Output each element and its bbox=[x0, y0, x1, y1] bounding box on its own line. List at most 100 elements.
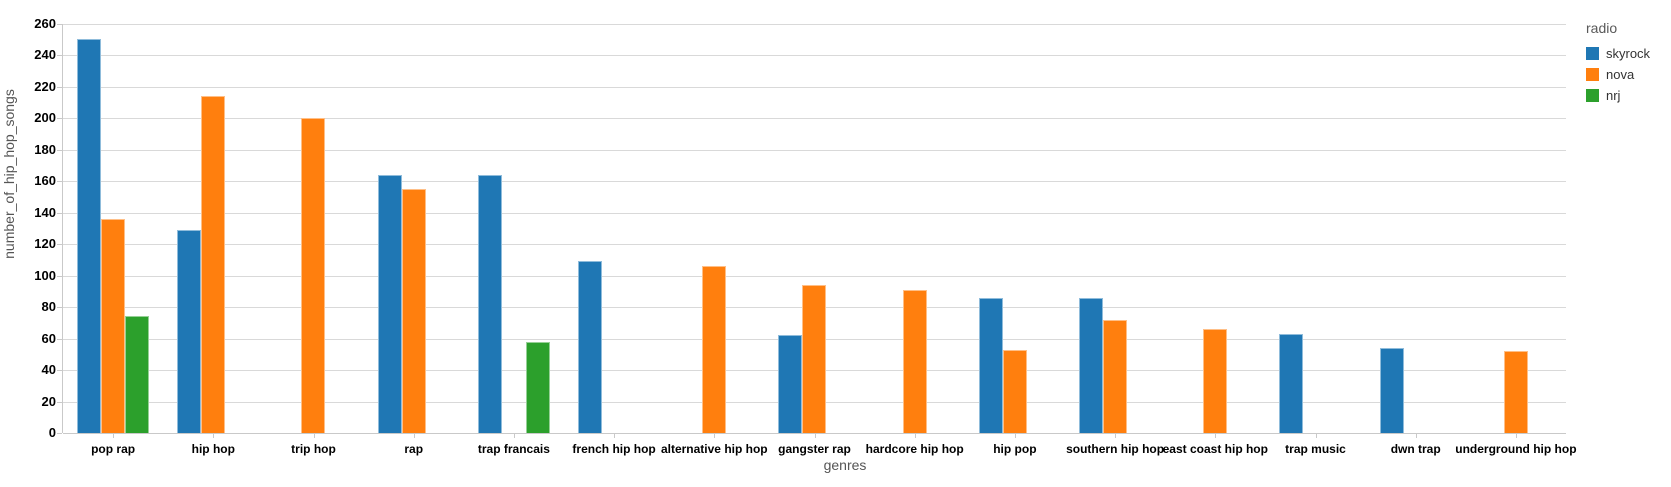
bar-nrj-pop-rap bbox=[125, 316, 150, 433]
x-tick-mark bbox=[614, 433, 616, 438]
x-tick-label: southern hip hop bbox=[1066, 442, 1165, 456]
gridline bbox=[63, 212, 1566, 214]
gridline bbox=[63, 118, 1566, 119]
bar-group-alternative-hip-hop bbox=[664, 24, 764, 433]
bar-nova-hip-pop bbox=[1002, 349, 1027, 433]
y-tick-mark bbox=[57, 307, 62, 308]
bar-skyrock-trap-francais bbox=[477, 174, 502, 433]
gridline bbox=[63, 23, 1566, 25]
bar-group-trap-francais bbox=[464, 24, 564, 433]
legend-title: radio bbox=[1586, 20, 1618, 36]
gridline bbox=[63, 55, 1566, 56]
y-tick-label: 60 bbox=[41, 330, 56, 346]
y-tick-label: 100 bbox=[34, 267, 56, 283]
bar-skyrock-rap bbox=[377, 174, 402, 433]
y-tick-mark bbox=[57, 433, 62, 434]
bar-nova-hardcore-hip-hop bbox=[902, 289, 927, 433]
x-tick-label: rap bbox=[404, 442, 424, 456]
y-tick-label: 20 bbox=[41, 393, 56, 409]
gridline bbox=[63, 149, 1566, 151]
y-tick-label: 80 bbox=[41, 299, 56, 314]
y-tick-label: 220 bbox=[34, 78, 56, 94]
bar-nova-pop-rap bbox=[101, 218, 126, 433]
y-tick-label: 260 bbox=[34, 15, 56, 31]
gridline bbox=[63, 244, 1566, 245]
bar-nova-southern-hip-hop bbox=[1103, 319, 1128, 433]
legend-label: nova bbox=[1606, 67, 1635, 82]
bar-skyrock-hip-hop bbox=[177, 229, 202, 433]
x-tick-label: gangster rap bbox=[778, 442, 851, 456]
x-tick-mark bbox=[413, 433, 415, 438]
x-tick-mark bbox=[714, 433, 716, 438]
y-tick-label: 160 bbox=[34, 173, 56, 188]
gridline bbox=[63, 275, 1566, 277]
bar-group-trap-music bbox=[1265, 24, 1365, 433]
y-tick-mark bbox=[57, 370, 62, 371]
y-tick-label: 120 bbox=[34, 236, 56, 251]
gridline bbox=[63, 86, 1566, 88]
bar-group-trip-hop bbox=[263, 24, 363, 433]
bar-skyrock-dwn-trap bbox=[1379, 347, 1404, 433]
bar-nova-hip-hop bbox=[201, 95, 226, 433]
x-tick-label: east coast hip hop bbox=[1162, 442, 1268, 456]
x-tick-mark bbox=[513, 433, 515, 438]
x-tick-label: pop rap bbox=[91, 442, 136, 456]
x-tick-mark bbox=[814, 433, 816, 438]
bar-nova-trip-hop bbox=[301, 118, 326, 433]
x-tick-label: trip hop bbox=[291, 442, 336, 456]
x-tick-label: trap francais bbox=[477, 442, 550, 456]
bar-group-hip-pop bbox=[965, 24, 1065, 433]
x-tick-label: hip hop bbox=[191, 442, 235, 456]
y-tick-mark bbox=[57, 275, 62, 277]
y-tick-mark bbox=[57, 338, 62, 340]
bar-skyrock-french-hip-hop bbox=[578, 261, 603, 433]
legend-swatch-nova bbox=[1586, 68, 1599, 81]
x-tick-mark bbox=[1315, 433, 1317, 438]
bar-group-french-hip-hop bbox=[564, 24, 664, 433]
x-tick-mark bbox=[914, 433, 916, 438]
bar-nova-east-coast-hip-hop bbox=[1203, 329, 1228, 433]
legend-items: skyrock nova nrj bbox=[1586, 46, 1650, 103]
legend-item-skyrock[interactable]: skyrock bbox=[1586, 46, 1650, 61]
y-tick-mark bbox=[57, 55, 62, 56]
legend-label: nrj bbox=[1606, 88, 1621, 103]
bar-group-dwn-trap bbox=[1366, 24, 1466, 433]
bar-skyrock-hip-pop bbox=[978, 297, 1003, 433]
bar-skyrock-trap-music bbox=[1279, 333, 1304, 433]
bar-group-underground-hip-hop bbox=[1466, 24, 1566, 433]
x-tick-label: dwn trap bbox=[1390, 442, 1441, 456]
x-tick-mark bbox=[1415, 433, 1417, 438]
legend-item-nova[interactable]: nova bbox=[1586, 67, 1650, 82]
bar-skyrock-pop-rap bbox=[77, 39, 102, 433]
y-tick-label: 0 bbox=[48, 425, 56, 440]
bar-nova-gangster-rap bbox=[802, 284, 827, 433]
legend: radio skyrock nova nrj bbox=[1586, 20, 1650, 109]
y-tick-mark bbox=[57, 149, 62, 151]
x-tick-label: hip pop bbox=[993, 442, 1037, 456]
y-tick-mark bbox=[57, 212, 62, 214]
legend-item-nrj[interactable]: nrj bbox=[1586, 88, 1650, 103]
x-tick-mark bbox=[1115, 433, 1117, 438]
x-tick-label: alternative hip hop bbox=[660, 442, 768, 456]
y-tick-label: 200 bbox=[34, 110, 56, 125]
bar-group-east-coast-hip-hop bbox=[1165, 24, 1265, 433]
y-axis-line bbox=[62, 23, 63, 433]
legend-label: skyrock bbox=[1606, 46, 1651, 61]
legend-swatch-skyrock bbox=[1586, 47, 1599, 60]
bar-group-southern-hip-hop bbox=[1065, 24, 1165, 433]
bar-group-gangster-rap bbox=[764, 24, 864, 433]
x-tick-mark bbox=[313, 433, 315, 438]
bar-nova-alternative-hip-hop bbox=[702, 266, 727, 433]
bar-group-pop-rap bbox=[63, 24, 163, 433]
y-tick-label: 40 bbox=[41, 362, 56, 377]
x-tick-mark bbox=[113, 433, 115, 438]
gridline bbox=[63, 181, 1566, 182]
y-tick-mark bbox=[57, 23, 62, 25]
y-tick-mark bbox=[57, 244, 62, 245]
bar-skyrock-southern-hip-hop bbox=[1079, 297, 1104, 433]
plot-area bbox=[62, 23, 1566, 434]
bar-group-rap bbox=[364, 24, 464, 433]
bar-nova-underground-hip-hop bbox=[1503, 351, 1528, 433]
y-tick-mark bbox=[57, 86, 62, 88]
